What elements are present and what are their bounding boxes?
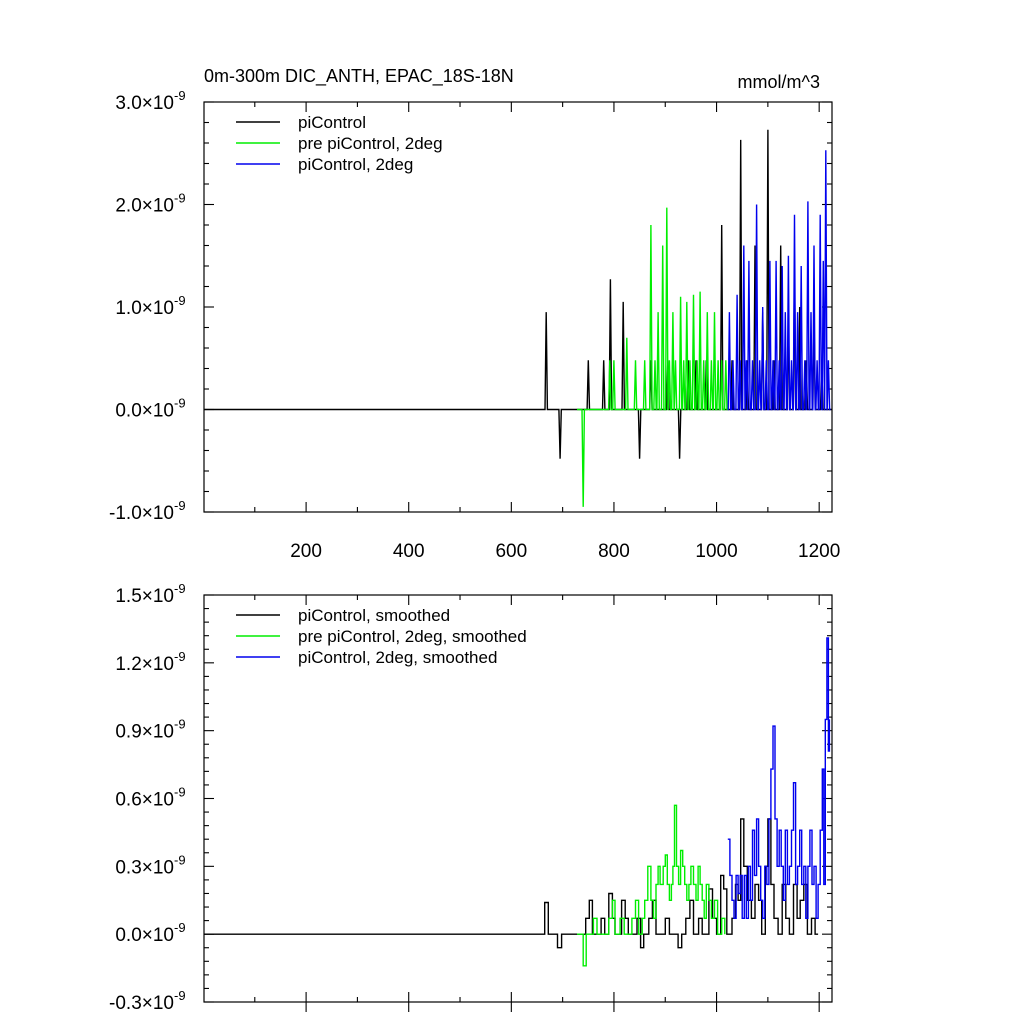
y-tick-label: 1.5×10: [115, 586, 174, 607]
y-tick-label: -1.0×10: [109, 503, 174, 524]
y-tick-label: 0.3×10: [115, 857, 174, 878]
y-tick-exponent: -9: [174, 581, 186, 596]
top-panel: -1.0×10 -90.0×10 -91.0×10 -92.0×10 -93.0×10-…: [109, 66, 840, 562]
y-tick-label: 0.6×10: [115, 790, 174, 811]
bottom-series-layer: [204, 637, 831, 967]
legend-label: piControl, smoothed: [298, 606, 450, 625]
y-tick-label: 1.2×10: [115, 654, 174, 675]
x-tick-label: 200: [290, 541, 322, 562]
series-line-picontrol-2deg: [727, 150, 831, 411]
series-line-picontrol-smoothed: [204, 818, 819, 949]
bottom-y-tick-labels: -0.3×10 -90.0×10 -90.3×10 -90.6×10 -90.9×10-…: [109, 581, 186, 1014]
y-tick-exponent: -9: [174, 293, 186, 308]
y-tick-label: 3.0×10: [115, 93, 174, 114]
y-tick-label: 0.9×10: [115, 722, 174, 743]
series-line-picontrol-2deg-smoothed: [727, 637, 831, 919]
y-tick-exponent: -9: [174, 785, 186, 800]
bottom-panel: -0.3×10 -90.0×10 -90.3×10 -90.6×10 -90.9×10-…: [109, 581, 833, 1014]
y-tick-label: 0.0×10: [115, 925, 174, 946]
y-tick-exponent: -9: [174, 191, 186, 206]
legend-label: piControl: [298, 113, 366, 132]
top-plot-frame: [203, 101, 833, 513]
y-tick-exponent: -9: [174, 649, 186, 664]
y-tick-exponent: -9: [174, 396, 186, 411]
y-tick-exponent: -9: [174, 988, 186, 1003]
y-tick-label: -0.3×10: [109, 993, 174, 1014]
chart-title: 0m-300m DIC_ANTH, EPAC_18S-18N: [204, 66, 514, 87]
y-tick-exponent: -9: [174, 852, 186, 867]
y-tick-exponent: -9: [174, 717, 186, 732]
x-tick-label: 1000: [695, 541, 737, 562]
y-tick-label: 2.0×10: [115, 196, 174, 217]
top-series-layer: [204, 129, 832, 507]
x-tick-label: 400: [393, 541, 425, 562]
y-tick-exponent: -9: [174, 498, 186, 513]
legend-label: pre piControl, 2deg: [298, 134, 443, 153]
x-tick-label: 800: [598, 541, 630, 562]
series-line-pre-picontrol-2deg: [577, 207, 728, 507]
y-tick-exponent: -9: [174, 88, 186, 103]
bottom-plot-frame: [203, 594, 833, 1003]
top-x-tick-labels: 200 400 600 800 1000 1200: [290, 541, 840, 562]
units-label: mmol/m^3: [738, 72, 820, 92]
series-line-pre-picontrol-2deg-smoothed: [577, 804, 726, 967]
bottom-legend: piControl, smoothed pre piControl, 2deg, …: [236, 606, 527, 667]
x-tick-label: 1200: [798, 541, 840, 562]
legend-label: pre piControl, 2deg, smoothed: [298, 627, 527, 646]
top-legend: piControl pre piControl, 2deg piControl, 2…: [236, 113, 443, 174]
legend-label: piControl, 2deg, smoothed: [298, 648, 497, 667]
x-tick-label: 600: [495, 541, 527, 562]
y-tick-exponent: -9: [174, 920, 186, 935]
legend-label: piControl, 2deg: [298, 155, 413, 174]
top-y-tick-labels: -1.0×10 -90.0×10 -91.0×10 -92.0×10 -93.0×10-…: [109, 88, 186, 524]
y-tick-label: 1.0×10: [115, 298, 174, 319]
y-tick-label: 0.0×10: [115, 401, 174, 422]
